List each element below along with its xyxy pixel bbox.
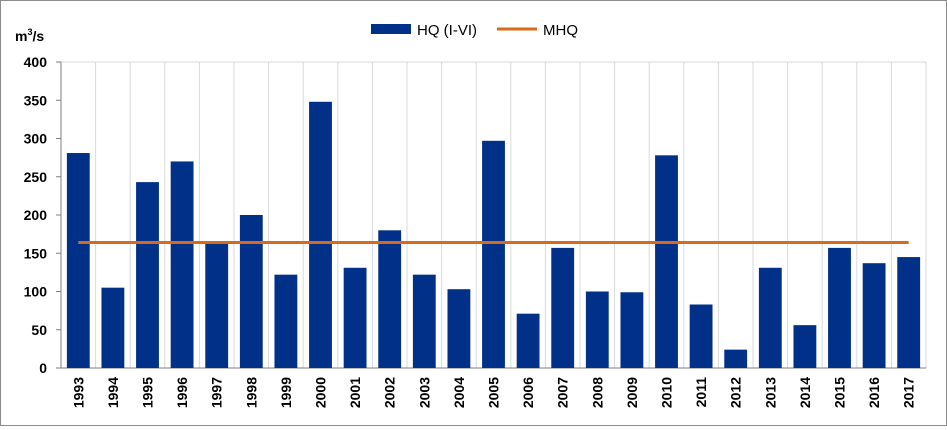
- bar-1993: [66, 153, 90, 368]
- bar-1997: [205, 243, 229, 368]
- x-tick-label: 2005: [486, 377, 502, 408]
- bar-2006: [516, 313, 540, 368]
- bar-2008: [585, 291, 609, 368]
- bar-2012: [724, 349, 748, 368]
- bar-2016: [862, 263, 886, 368]
- bar-2004: [447, 289, 471, 368]
- bar-series-hq: [66, 101, 921, 368]
- y-tick-label: 250: [24, 169, 48, 185]
- legend-swatch-hq: [371, 24, 411, 34]
- x-tick-label: 1997: [209, 377, 225, 408]
- x-tick-label: 2006: [520, 377, 536, 408]
- x-tick-label: 2011: [693, 377, 709, 408]
- x-tick-label: 2009: [624, 377, 640, 408]
- x-tick-label: 2002: [382, 377, 398, 408]
- bar-2017: [897, 257, 921, 368]
- bar-2001: [343, 267, 367, 368]
- y-tick-label: 350: [24, 92, 48, 108]
- x-tick-label: 2012: [728, 377, 744, 408]
- x-axis-ticks: 1993 1994 1995 1996 1997 1998 1999 2000 2001 2002…: [70, 377, 916, 408]
- bar-1999: [274, 274, 298, 368]
- x-tick-label: 2013: [762, 377, 778, 408]
- y-tick-label: 300: [24, 131, 48, 147]
- y-axis-unit-label: m3/s: [15, 27, 44, 44]
- x-tick-label: 2015: [832, 377, 848, 408]
- legend: HQ (I-VI) MHQ: [371, 22, 578, 39]
- x-tick-label: 1998: [243, 377, 259, 408]
- bar-2014: [793, 325, 817, 368]
- bar-2013: [758, 267, 782, 368]
- x-tick-label: 2007: [555, 377, 571, 408]
- legend-label-mhq: MHQ: [543, 22, 578, 39]
- x-tick-label: 2014: [797, 377, 813, 408]
- x-tick-label: 1996: [174, 377, 190, 408]
- x-tick-label: 1995: [140, 377, 156, 408]
- y-tick-label: 100: [24, 284, 48, 300]
- x-tick-label: 2001: [347, 377, 363, 408]
- x-tick-label: 2008: [589, 377, 605, 408]
- x-tick-label: 1994: [105, 377, 121, 408]
- bar-1994: [101, 287, 125, 368]
- y-tick-label: 200: [24, 207, 48, 223]
- bar-2011: [689, 304, 713, 368]
- x-tick-label: 1993: [70, 377, 86, 408]
- x-tick-label: 2017: [901, 377, 917, 408]
- y-tick-label: 0: [39, 360, 47, 376]
- x-tick-label: 2016: [866, 377, 882, 408]
- bar-2000: [309, 101, 332, 368]
- bar-2009: [620, 292, 644, 368]
- bar-2010: [655, 155, 678, 368]
- bar-1998: [239, 215, 263, 368]
- x-tick-label: 2004: [451, 377, 467, 408]
- bar-2005: [482, 140, 505, 368]
- x-tick-label: 2000: [313, 377, 329, 408]
- legend-label-hq: HQ (I-VI): [417, 22, 477, 39]
- bar-1996: [170, 161, 194, 368]
- y-tick-label: 150: [24, 245, 48, 261]
- y-tick-label: 400: [24, 54, 48, 70]
- bar-2015: [828, 247, 851, 368]
- bar-2002: [378, 230, 402, 368]
- bar-1995: [136, 182, 159, 368]
- x-tick-label: 2003: [416, 377, 432, 408]
- bar-2007: [551, 247, 575, 368]
- x-tick-label: 2010: [659, 377, 675, 408]
- y-tick-label: 50: [31, 322, 47, 338]
- y-axis-ticks: 0 50 100 150 200 250 300 350 400: [24, 54, 61, 376]
- category-gridlines: [60, 61, 927, 368]
- x-tick-label: 1999: [278, 377, 294, 408]
- bar-2003: [412, 274, 436, 368]
